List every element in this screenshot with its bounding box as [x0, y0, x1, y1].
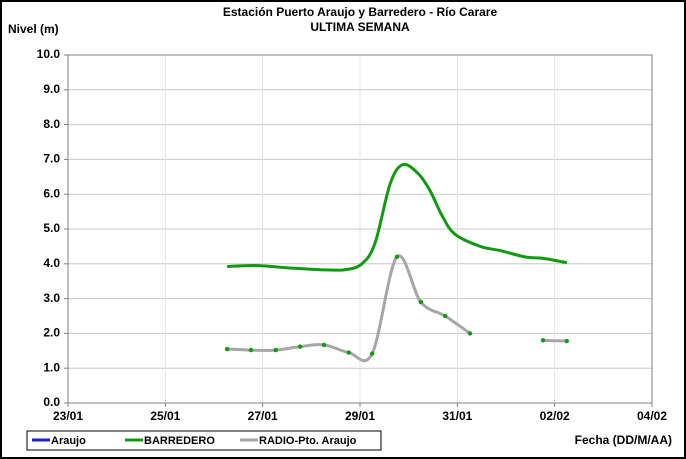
x-axis-label: Fecha (DD/M/AA): [575, 433, 672, 447]
y-tick-label: 4.0: [43, 256, 60, 270]
x-tick-label: 29/01: [345, 409, 375, 423]
legend-label: Araujo: [51, 435, 86, 447]
y-tick-label: 3.0: [43, 291, 60, 305]
y-tick-label: 9.0: [43, 82, 60, 96]
point: [346, 350, 352, 355]
point: [418, 299, 424, 305]
x-tick-label: 23/01: [53, 409, 83, 423]
y-axis-label: Nivel (m): [8, 22, 59, 36]
point: [442, 313, 448, 319]
y-tick-label: 0.0: [43, 395, 60, 409]
x-tick-label: 02/02: [540, 409, 570, 423]
legend-label: BARREDERO: [144, 435, 215, 447]
point: [369, 351, 375, 356]
point: [394, 254, 400, 260]
point: [540, 338, 546, 343]
y-tick-label: 1.0: [43, 360, 60, 374]
y-tick-label: 8.0: [43, 117, 60, 131]
series-line: [227, 254, 471, 363]
plot-area: [67, 54, 653, 404]
y-tick-label: 7.0: [43, 152, 60, 166]
point: [321, 342, 327, 348]
legend-box: [26, 430, 382, 451]
series-line: [227, 162, 568, 272]
y-tick-label: 5.0: [43, 221, 60, 235]
point: [564, 338, 570, 344]
x-tick-label: 04/02: [637, 409, 667, 423]
point: [467, 331, 473, 336]
x-tick-label: 31/01: [442, 409, 472, 423]
chart-subtitle: ULTIMA SEMANA: [310, 20, 410, 34]
series-line: [542, 338, 567, 343]
x-tick-label: 25/01: [150, 409, 180, 423]
chart-title: Estación Puerto Araujo y Barredero - Río…: [223, 5, 498, 19]
y-tick-label: 6.0: [43, 186, 60, 200]
point: [248, 347, 254, 353]
y-tick-label: 10.0: [37, 47, 61, 61]
x-tick-label: 27/01: [248, 409, 278, 423]
y-tick-label: 2.0: [43, 326, 60, 340]
point: [224, 346, 230, 352]
legend-label: RADIO-Pto. Araujo: [259, 435, 357, 447]
point: [297, 344, 303, 349]
point: [273, 347, 279, 353]
